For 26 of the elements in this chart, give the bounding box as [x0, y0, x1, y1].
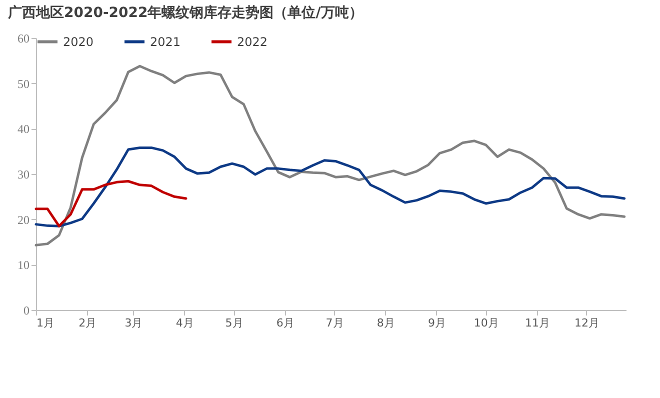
legend-label: 2020 — [63, 34, 94, 49]
y-tick-label: 60 — [18, 32, 30, 46]
x-tick-label: 4月 — [176, 316, 194, 330]
y-tick-label: 0 — [24, 304, 30, 318]
x-tick-label: 9月 — [428, 316, 446, 330]
x-tick-label: 8月 — [376, 316, 395, 330]
y-tick-label: 30 — [18, 168, 30, 182]
y-tick-label: 10 — [18, 258, 30, 272]
legend-label: 2022 — [237, 34, 268, 49]
x-tick-label: 7月 — [326, 316, 344, 330]
line-series — [34, 146, 626, 228]
x-tick-label: 11月 — [525, 316, 550, 330]
x-tick-label: 1月 — [36, 316, 54, 330]
x-tick-label: 3月 — [124, 316, 143, 330]
y-tick-label: 20 — [18, 212, 30, 227]
x-tick-label: 6月 — [276, 316, 294, 330]
legend-label: 2021 — [150, 34, 181, 49]
line-series — [34, 180, 188, 228]
x-tick-label: 5月 — [225, 316, 244, 330]
x-tick-label: 10月 — [474, 316, 499, 330]
chart-title: 广西地区2020-2022年螺纹钢库存走势图（单位/万吨） — [7, 4, 363, 21]
line-series — [34, 64, 626, 246]
y-tick-label: 50 — [18, 76, 30, 91]
x-tick-label: 12月 — [574, 316, 600, 330]
x-tick-label: 2月 — [78, 316, 97, 330]
y-tick-label: 40 — [18, 122, 30, 136]
